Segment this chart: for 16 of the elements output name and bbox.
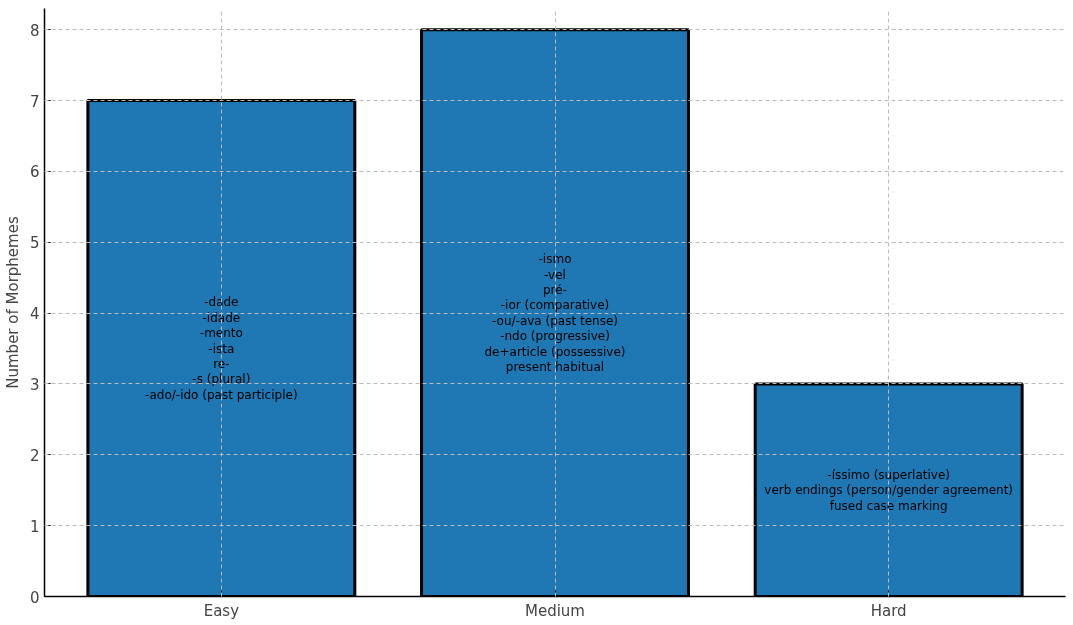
x-tick-label: Easy <box>203 601 240 620</box>
x-tick-label: Medium <box>525 601 585 620</box>
x-tick-label: Hard <box>870 601 907 620</box>
y-tick-label: 6 <box>29 163 40 182</box>
y-tick-label: 2 <box>29 446 40 465</box>
annotation: -dade -idade -mento -ista re- -s (plural) -ado/-ido (past participle) <box>145 295 298 402</box>
y-tick-label: 4 <box>29 305 40 324</box>
y-tick-label: 8 <box>29 21 40 40</box>
y-tick-label: 1 <box>29 517 40 536</box>
y-tick-label: 3 <box>29 375 40 394</box>
y-tick-label: 7 <box>29 92 40 111</box>
y-axis-title: Number of Morphemes <box>3 216 22 389</box>
annotation: -íssimo (superlative) verb endings (person/gender agreement) fused case marking <box>764 467 1014 513</box>
annotation: -ismo -vel pré- -ior (comparative) -ou/-ava (past tense) -ndo (progressive) de+article (possessive) present habitual <box>484 252 626 375</box>
y-tick-label: 5 <box>29 234 40 253</box>
y-tick-label: 0 <box>29 588 40 607</box>
